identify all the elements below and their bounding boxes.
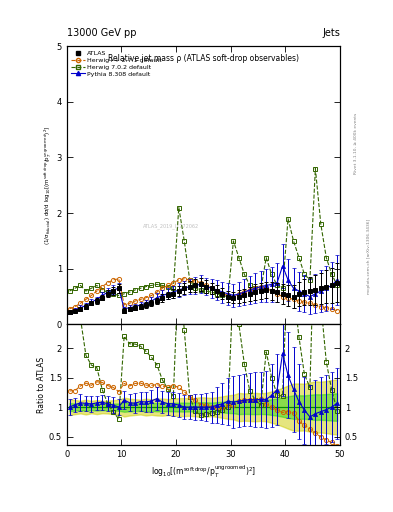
Text: Rivet 3.1.10, ≥ 400k events: Rivet 3.1.10, ≥ 400k events [354,113,358,174]
X-axis label: log$_{10}$[(m$^{\rm soft\,drop}$/p$_T^{\rm ungroomed}$)$^2$]: log$_{10}$[(m$^{\rm soft\,drop}$/p$_T^{\… [151,463,256,480]
Legend: ATLAS, Herwig++ 2.7.1 default, Herwig 7.0.2 default, Pythia 8.308 default: ATLAS, Herwig++ 2.7.1 default, Herwig 7.… [69,49,164,78]
Y-axis label: Ratio to ATLAS: Ratio to ATLAS [37,357,46,413]
Y-axis label: (1/σ$_{\rm fiducial}$) dσ/d log$_{10}$[(m$^{\rm soft\,drop}$/p$_T^{\rm ungroomed: (1/σ$_{\rm fiducial}$) dσ/d log$_{10}$[(… [42,125,54,245]
Text: mcplots.cern.ch [arXiv:1306.3436]: mcplots.cern.ch [arXiv:1306.3436] [367,219,371,293]
Text: 13000 GeV pp: 13000 GeV pp [67,28,136,38]
Text: ATLAS_2019_I1772062: ATLAS_2019_I1772062 [143,223,199,229]
Text: Jets: Jets [322,28,340,38]
Text: Relative jet mass ρ (ATLAS soft-drop observables): Relative jet mass ρ (ATLAS soft-drop obs… [108,54,299,63]
